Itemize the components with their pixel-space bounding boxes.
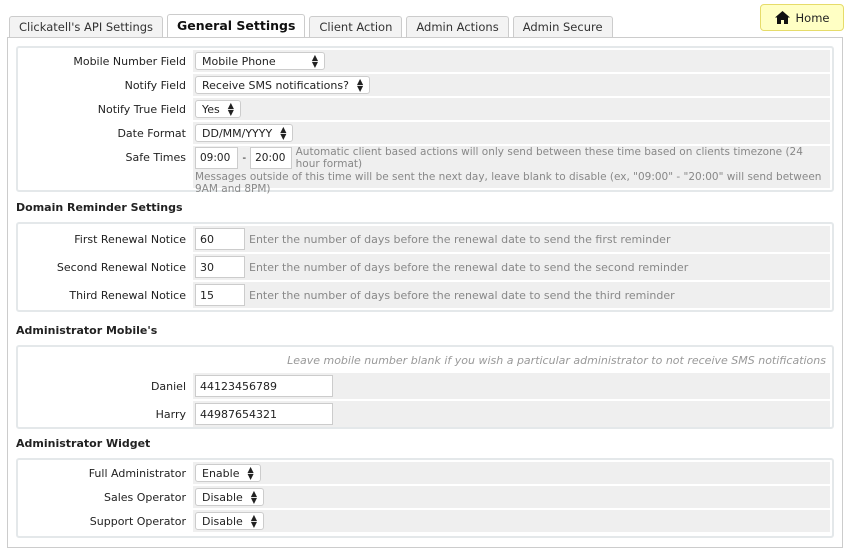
date-format-label: Date Format — [117, 126, 186, 140]
select-arrows-icon: ▲ ▼ — [227, 101, 234, 117]
admin-name-label: Daniel — [150, 379, 186, 393]
domain-reminder-table: First Renewal Notice 60 Enter the number o… — [16, 222, 834, 312]
widget-role-label: Support Operator — [89, 514, 186, 528]
selected-value: Mobile Phone — [202, 54, 276, 68]
safe-times-label: Safe Times — [125, 151, 186, 164]
separator: - — [242, 152, 247, 164]
domain-reminder-heading: Domain Reminder Settings — [16, 201, 183, 214]
selected-value: Yes — [202, 102, 220, 116]
notify-true-label: Notify True Field — [97, 102, 186, 116]
first-renewal-input[interactable]: 60 — [195, 228, 245, 250]
widget-row: Full Administrator Enable ▲ ▼ — [20, 462, 830, 484]
third-renewal-label: Third Renewal Notice — [69, 288, 186, 302]
selected-value: Enable — [202, 466, 240, 480]
second-renewal-label: Second Renewal Notice — [56, 260, 186, 274]
safe-time-to-input[interactable]: 20:00 — [250, 147, 292, 169]
third-renewal-input[interactable]: 15 — [195, 284, 245, 306]
home-icon — [774, 11, 790, 24]
widget-role-label: Sales Operator — [103, 490, 186, 504]
mobile-number-select[interactable]: Mobile Phone ▲ ▼ — [195, 52, 325, 70]
first-renewal-help: Enter the number of days before the rene… — [249, 232, 671, 246]
admin-mobile-input[interactable]: 44987654321 — [195, 403, 333, 425]
settings-panel: Mobile Number Field Mobile Phone ▲ ▼ Notify… — [7, 37, 843, 548]
mobile-number-label: Mobile Number Field — [73, 54, 186, 68]
first-renewal-row: First Renewal Notice 60 Enter the number o… — [20, 226, 830, 252]
notify-true-row: Notify True Field Yes ▲ ▼ — [20, 98, 830, 120]
admin-mobiles-table: Leave mobile number blank if you wish a … — [16, 345, 834, 429]
tab-general-settings[interactable]: General Settings — [167, 14, 306, 37]
notify-row: Notify Field Receive SMS notifications? ▲ ▼ — [20, 74, 830, 96]
mobiles-note: Leave mobile number blank if you wish a … — [20, 349, 830, 371]
home-label: Home — [795, 10, 830, 25]
admin-widget-table: Full Administrator Enable ▲ ▼ Sales Operato… — [16, 458, 834, 538]
widget-row: Support Operator Disable ▲ ▼ — [20, 510, 830, 532]
second-renewal-help: Enter the number of days before the rene… — [249, 260, 689, 274]
tab-bar: Clickatell's API Settings General Settin… — [9, 14, 613, 37]
second-renewal-row: Second Renewal Notice 30 Enter the number … — [20, 254, 830, 280]
date-format-select[interactable]: DD/MM/YYYY ▲ ▼ — [195, 124, 294, 142]
date-format-row: Date Format DD/MM/YYYY ▲ ▼ — [20, 122, 830, 144]
third-renewal-row: Third Renewal Notice 15 Enter the number o… — [20, 282, 830, 308]
widget-select[interactable]: Enable ▲ ▼ — [195, 464, 261, 482]
admin-widget-heading: Administrator Widget — [16, 437, 151, 450]
note-row: Leave mobile number blank if you wish a … — [20, 349, 830, 371]
mobile-number-row: Mobile Number Field Mobile Phone ▲ ▼ — [20, 50, 830, 72]
widget-select[interactable]: Disable ▲ ▼ — [195, 512, 264, 530]
select-arrows-icon: ▲ ▼ — [280, 125, 287, 141]
admin-mobiles-heading: Administrator Mobile's — [16, 324, 158, 337]
admin-mobile-row: Harry 44987654321 — [20, 401, 830, 427]
selected-value: Disable — [202, 490, 243, 504]
select-arrows-icon: ▲ ▼ — [250, 489, 257, 505]
select-arrows-icon: ▲ ▼ — [250, 513, 257, 529]
second-renewal-input[interactable]: 30 — [195, 256, 245, 278]
safe-time-from-input[interactable]: 09:00 — [195, 147, 239, 169]
selected-value: DD/MM/YYYY — [202, 126, 273, 140]
general-settings-table: Mobile Number Field Mobile Phone ▲ ▼ Notify… — [16, 46, 834, 195]
safe-times-help: Automatic client based actions will only… — [295, 146, 803, 170]
widget-row: Sales Operator Disable ▲ ▼ — [20, 486, 830, 508]
notify-true-select[interactable]: Yes ▲ ▼ — [195, 100, 241, 118]
admin-mobile-input[interactable]: 44123456789 — [195, 375, 333, 397]
tab-client-action[interactable]: Client Action — [309, 16, 403, 37]
safe-times-row: Safe Times 09:00-20:00 Automatic client b… — [20, 146, 830, 195]
select-arrows-icon: ▲ ▼ — [311, 53, 318, 69]
admin-name-label: Harry — [155, 407, 186, 421]
selected-value: Disable — [202, 514, 243, 528]
notify-select[interactable]: Receive SMS notifications? ▲ ▼ — [195, 76, 371, 94]
tab-admin-secure[interactable]: Admin Secure — [512, 16, 613, 37]
tab-admin-actions[interactable]: Admin Actions — [406, 16, 509, 37]
home-button[interactable]: Home — [760, 4, 844, 31]
select-arrows-icon: ▲ ▼ — [356, 77, 364, 93]
safe-times-help-2: Messages outside of this time will be se… — [195, 171, 822, 195]
widget-select[interactable]: Disable ▲ ▼ — [195, 488, 264, 506]
first-renewal-label: First Renewal Notice — [74, 232, 186, 246]
selected-value: Receive SMS notifications? — [202, 78, 349, 92]
third-renewal-help: Enter the number of days before the rene… — [249, 288, 675, 302]
widget-role-label: Full Administrator — [88, 466, 186, 480]
notify-label: Notify Field — [124, 78, 186, 92]
tab-clickatell-api-settings[interactable]: Clickatell's API Settings — [9, 16, 164, 37]
select-arrows-icon: ▲ ▼ — [247, 465, 254, 481]
admin-mobile-row: Daniel 44123456789 — [20, 373, 830, 399]
